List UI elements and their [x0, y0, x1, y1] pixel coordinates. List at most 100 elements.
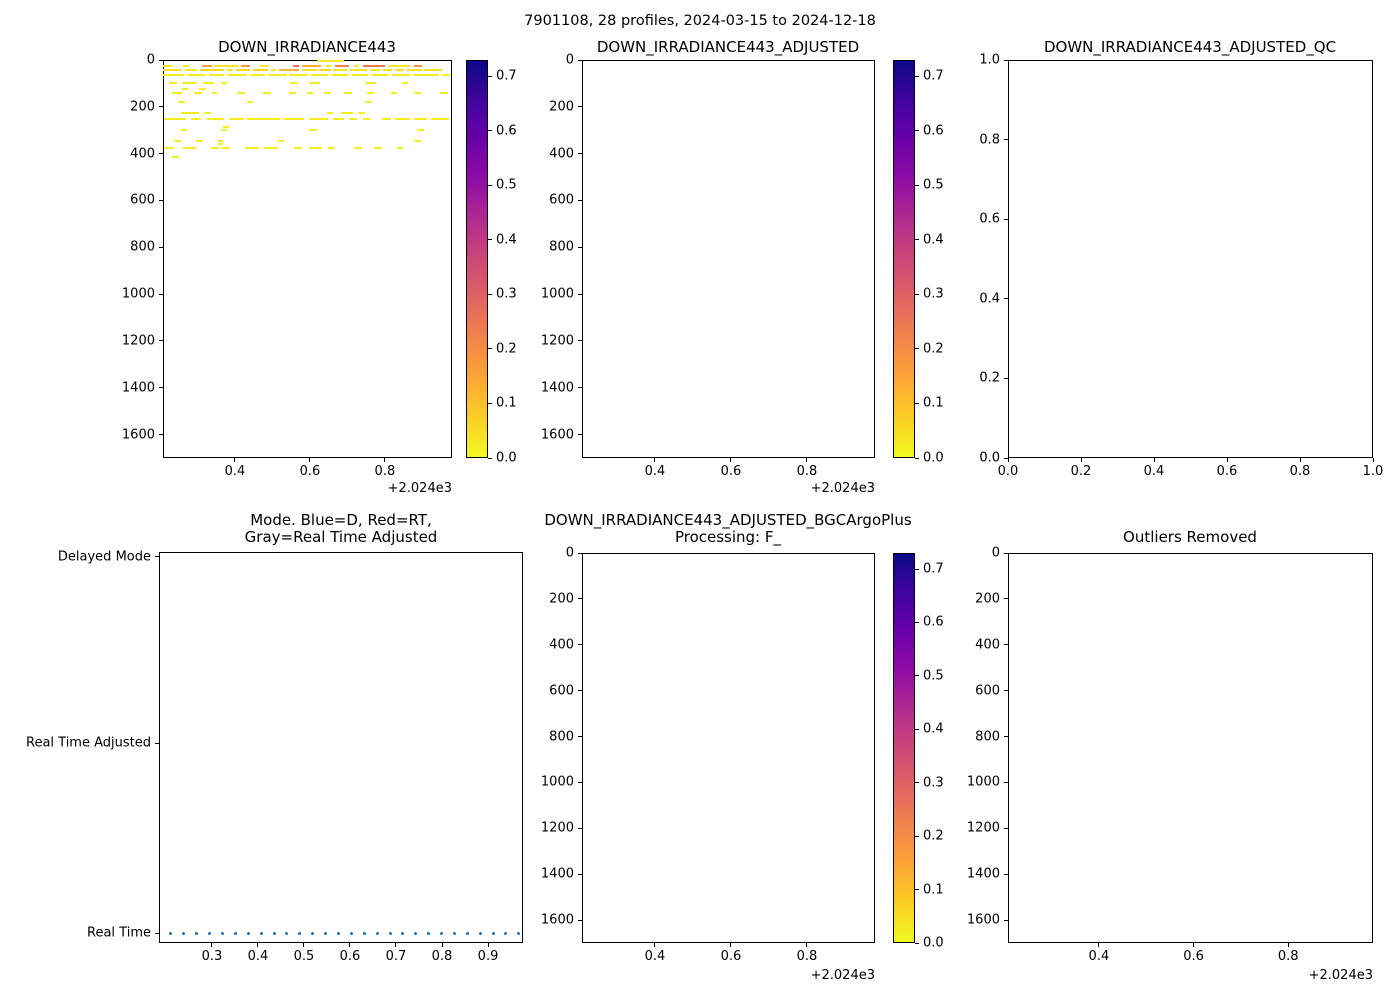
colorbar-tick-label: 0.4 — [923, 721, 944, 737]
y-tick — [159, 153, 163, 155]
colorbar-tick — [488, 239, 492, 241]
y-tick-label: 400 — [549, 146, 574, 162]
y-tick — [1004, 873, 1008, 875]
y-tick-label: 1600 — [966, 912, 1000, 928]
measurement-dash — [294, 147, 302, 150]
y-tick-label: 0 — [991, 545, 1000, 561]
x-tick-label: 0.6 — [1183, 949, 1204, 964]
measurement-dash — [357, 111, 366, 114]
colorbar-tick-label: 0.5 — [496, 177, 517, 193]
measurement-dash — [392, 73, 411, 76]
colorbar-tick-label: 0.3 — [496, 286, 517, 302]
measurement-dash — [186, 73, 206, 76]
y-tick — [578, 827, 582, 829]
measurement-dash — [218, 140, 223, 142]
measurement-dash — [289, 92, 296, 94]
colorbar-tick-label: 0.0 — [923, 450, 944, 466]
measurement-dash — [163, 118, 187, 121]
y-tick-label: 0.4 — [979, 291, 1000, 307]
measurement-dash — [203, 81, 215, 84]
measurement-dash — [327, 147, 336, 150]
profile-dot — [362, 931, 366, 935]
colorbar-tick-label: 0.6 — [923, 123, 944, 139]
colorbar-tick — [915, 782, 919, 784]
measurement-dash — [349, 118, 357, 121]
profile-dot — [465, 931, 469, 935]
y-tick — [578, 434, 582, 436]
measurement-dash — [267, 73, 287, 76]
y-tick-label: 0.8 — [979, 132, 1000, 148]
y-tick — [578, 340, 582, 342]
measurement-dash — [293, 65, 300, 68]
measurement-dash — [279, 69, 300, 72]
colorbar-tick — [915, 568, 919, 570]
profile-dot — [311, 931, 315, 935]
measurement-dash — [301, 65, 322, 68]
profile-dot — [504, 931, 508, 935]
measurement-dash — [226, 69, 234, 72]
y-tick-label: 400 — [130, 146, 155, 162]
measurement-dash — [330, 73, 350, 76]
profile-dot — [169, 931, 173, 935]
y-tick — [1004, 736, 1008, 738]
x-tick-label: 0.8 — [374, 464, 396, 479]
colorbar-tick-label: 0.0 — [496, 450, 517, 466]
measurement-dash — [214, 65, 239, 68]
y-tick-label: 1000 — [966, 774, 1000, 790]
profile-dot — [233, 931, 237, 935]
x-tick — [441, 943, 443, 947]
y-tick — [159, 106, 163, 108]
x-axis-offset-label: +2.024e3 — [387, 481, 452, 496]
y-tick — [1004, 59, 1008, 61]
measurement-dash — [414, 92, 421, 94]
x-tick — [303, 943, 305, 947]
x-tick — [349, 943, 351, 947]
measurement-dash — [163, 65, 174, 68]
colorbar-tick — [915, 75, 919, 77]
colorbar-tick-label: 0.7 — [496, 68, 517, 84]
measurement-dash — [180, 111, 200, 114]
measurement-dash — [351, 73, 369, 76]
y-tick — [1004, 919, 1008, 921]
y-tick-label: 1400 — [540, 866, 574, 882]
measurement-dash — [390, 92, 397, 94]
y-tick — [578, 246, 582, 248]
measurement-dash — [365, 81, 376, 84]
x-tick — [257, 943, 259, 947]
profile-dot — [440, 931, 444, 935]
plot-area-adjusted — [582, 60, 875, 458]
measurement-dash — [181, 81, 198, 84]
colorbar-tick-label: 0.3 — [923, 286, 944, 302]
y-tick — [1004, 218, 1008, 220]
x-tick-label: 0.8 — [796, 949, 818, 964]
colorbar — [893, 60, 915, 458]
colorbar-tick-label: 0.4 — [923, 232, 944, 248]
x-tick-label: 0.6 — [720, 464, 742, 479]
profile-dot — [427, 931, 431, 935]
measurement-dash — [370, 73, 390, 76]
plot-area-adjusted-qc — [1008, 60, 1373, 458]
measurement-dash — [395, 69, 404, 72]
y-tick-label: 600 — [130, 192, 155, 208]
measurement-dash — [220, 129, 227, 131]
measurement-dash — [163, 73, 185, 76]
measurement-dash — [363, 118, 371, 121]
colorbar-tick — [915, 457, 919, 459]
measurement-dash — [335, 65, 350, 68]
y-tick-label: 1.0 — [979, 52, 1000, 68]
profile-dot — [336, 931, 340, 935]
subplot-title-adjusted: DOWN_IRRADIANCE443_ADJUSTED — [596, 38, 860, 56]
measurement-dash — [211, 92, 217, 94]
measurement-dash — [220, 147, 231, 150]
colorbar-tick — [488, 130, 492, 132]
y-tick-label: 600 — [549, 683, 574, 699]
x-tick — [730, 943, 732, 947]
y-tick-label: 0 — [565, 545, 574, 561]
x-tick-label: 0.4 — [1088, 949, 1110, 964]
measurement-dash — [264, 147, 279, 150]
x-tick-label: 0.8 — [1289, 464, 1311, 479]
y-tick-label: 600 — [975, 683, 1000, 699]
y-tick-label: 600 — [549, 192, 574, 208]
measurement-dash — [413, 73, 440, 76]
y-tick — [1004, 139, 1008, 141]
